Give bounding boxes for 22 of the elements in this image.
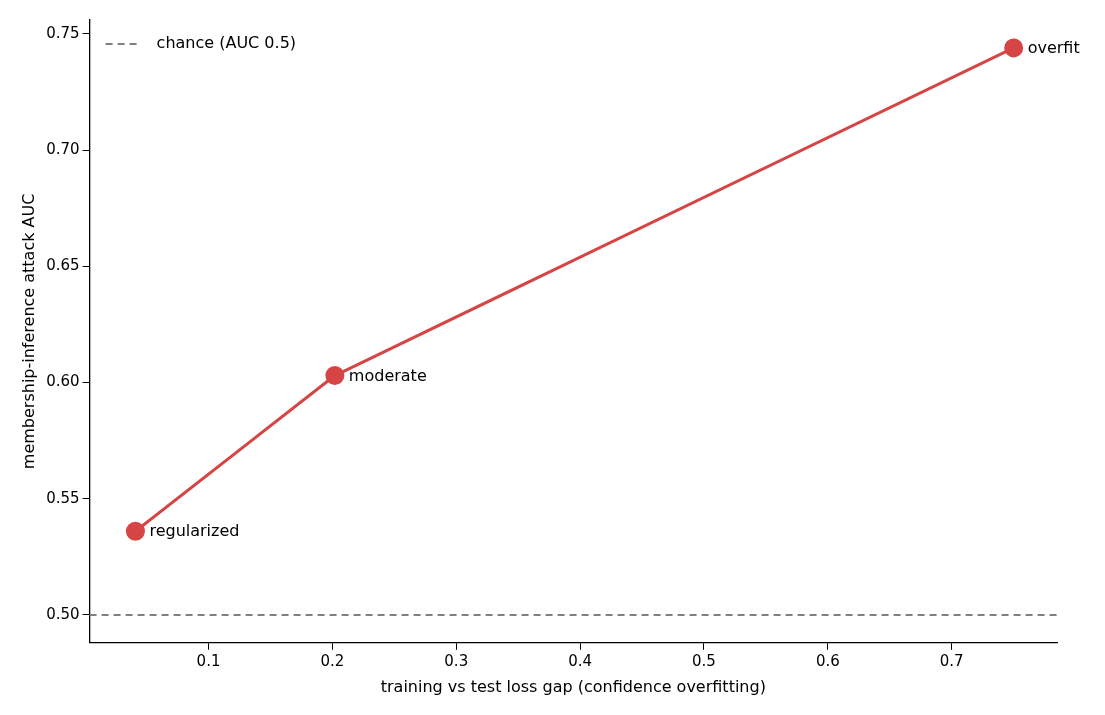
x-tick-label: 0.4 xyxy=(568,651,593,670)
annotation: overfit xyxy=(1027,38,1080,58)
y-tick-label: 0.65 xyxy=(46,256,80,275)
x-axis-title: training vs test loss gap (confidence overfitting) xyxy=(380,676,766,696)
x-tick-label: 0.2 xyxy=(320,651,345,670)
legend-label: chance (AUC 0.5) xyxy=(156,33,297,53)
y-tick-label: 0.70 xyxy=(46,140,80,159)
x-tick-label: 0.3 xyxy=(444,651,469,670)
y-tick-label: 0.75 xyxy=(46,23,80,42)
point xyxy=(125,521,145,541)
point xyxy=(325,366,345,386)
point xyxy=(1004,38,1024,58)
y-tick-label: 0.60 xyxy=(46,372,80,391)
x-tick-label: 0.5 xyxy=(692,651,716,670)
annotation: moderate xyxy=(348,365,427,385)
x-tick-label: 0.7 xyxy=(939,651,964,670)
x-tick-label: 0.1 xyxy=(196,651,221,670)
y-tick-label: 0.55 xyxy=(46,488,80,507)
annotation: regularized xyxy=(149,521,240,541)
x-tick-label: 0.6 xyxy=(815,651,840,670)
y-axis-title: membership-inference attack AUC xyxy=(18,193,38,470)
y-tick-label: 0.50 xyxy=(46,604,80,623)
